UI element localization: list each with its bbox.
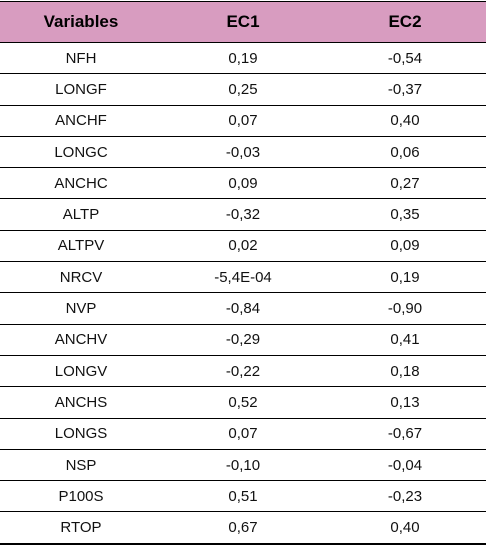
ec1-cell: 0,19 <box>162 42 324 75</box>
ec1-cell: -0,22 <box>162 355 324 388</box>
ec1-cell: 0,07 <box>162 105 324 137</box>
table-row: NRCV -5,4E-04 0,19 <box>0 261 486 294</box>
table-row: P100S 0,51 -0,23 <box>0 480 486 513</box>
table-row: LONGF 0,25 -0,37 <box>0 73 486 106</box>
table-row: NFH 0,19 -0,54 <box>0 42 486 75</box>
ec2-cell: 0,06 <box>324 136 486 169</box>
variable-cell: ANCHV <box>0 324 162 356</box>
variable-cell: NVP <box>0 292 162 325</box>
ec1-cell: 0,02 <box>162 230 324 263</box>
variable-cell: NFH <box>0 42 162 75</box>
header-variables: Variables <box>0 1 162 43</box>
table-row: NSP -0,10 -0,04 <box>0 449 486 482</box>
table-row: LONGC -0,03 0,06 <box>0 136 486 169</box>
table-header: Variables EC1 EC2 <box>0 1 486 43</box>
ec1-cell: -5,4E-04 <box>162 261 324 294</box>
ec1-cell: -0,32 <box>162 198 324 231</box>
table-row: ANCHV -0,29 0,41 <box>0 324 486 356</box>
table-row: ANCHF 0,07 0,40 <box>0 105 486 137</box>
ec2-cell: 0,40 <box>324 105 486 137</box>
ec2-cell: 0,35 <box>324 198 486 231</box>
loadings-table: Variables EC1 EC2 NFH 0,19 -0,54 LONGF 0,25-… <box>0 1 486 545</box>
ec1-cell: 0,52 <box>162 386 324 419</box>
variable-cell: LONGS <box>0 418 162 450</box>
ec2-cell: -0,37 <box>324 73 486 106</box>
ec2-cell: 0,27 <box>324 167 486 200</box>
ec1-cell: 0,07 <box>162 418 324 450</box>
ec1-cell: 0,67 <box>162 511 324 545</box>
ec2-cell: 0,18 <box>324 355 486 388</box>
variable-cell: ANCHC <box>0 167 162 200</box>
ec2-cell: 0,40 <box>324 511 486 545</box>
header-ec1: EC1 <box>162 1 324 43</box>
variable-cell: NSP <box>0 449 162 482</box>
ec1-cell: -0,29 <box>162 324 324 356</box>
variable-cell: ALTP <box>0 198 162 231</box>
table-row: NVP -0,84 -0,90 <box>0 292 486 325</box>
ec2-cell: 0,19 <box>324 261 486 294</box>
ec2-cell: 0,09 <box>324 230 486 263</box>
ec2-cell: -0,23 <box>324 480 486 513</box>
ec2-cell: 0,13 <box>324 386 486 419</box>
ec2-cell: 0,41 <box>324 324 486 356</box>
table-row: ALTP -0,32 0,35 <box>0 198 486 231</box>
table-row: ALTPV 0,02 0,09 <box>0 230 486 263</box>
ec2-cell: -0,04 <box>324 449 486 482</box>
variable-cell: ANCHF <box>0 105 162 137</box>
ec1-cell: 0,51 <box>162 480 324 513</box>
header-row: Variables EC1 EC2 <box>0 1 486 43</box>
variable-cell: ANCHS <box>0 386 162 419</box>
ec2-cell: -0,54 <box>324 42 486 75</box>
ec2-cell: -0,67 <box>324 418 486 450</box>
header-ec2: EC2 <box>324 1 486 43</box>
ec1-cell: 0,25 <box>162 73 324 106</box>
variable-cell: RTOP <box>0 511 162 545</box>
table-row: ANCHC 0,09 0,27 <box>0 167 486 200</box>
table-row: LONGV -0,22 0,18 <box>0 355 486 388</box>
table-row: LONGS 0,07 -0,67 <box>0 418 486 450</box>
variable-cell: LONGF <box>0 73 162 106</box>
ec1-cell: -0,03 <box>162 136 324 169</box>
variable-cell: NRCV <box>0 261 162 294</box>
ec1-cell: 0,09 <box>162 167 324 200</box>
variable-cell: ALTPV <box>0 230 162 263</box>
loadings-table-container: Variables EC1 EC2 NFH 0,19 -0,54 LONGF 0,25-… <box>0 1 486 545</box>
ec2-cell: -0,90 <box>324 292 486 325</box>
variable-cell: LONGC <box>0 136 162 169</box>
variable-cell: LONGV <box>0 355 162 388</box>
table-row: RTOP 0,67 0,40 <box>0 511 486 545</box>
table-body: NFH 0,19 -0,54 LONGF 0,25 -0,37 ANCHF 0,07 0,40 L… <box>0 42 486 545</box>
ec1-cell: -0,84 <box>162 292 324 325</box>
ec1-cell: -0,10 <box>162 449 324 482</box>
variable-cell: P100S <box>0 480 162 513</box>
table-row: ANCHS 0,52 0,13 <box>0 386 486 419</box>
